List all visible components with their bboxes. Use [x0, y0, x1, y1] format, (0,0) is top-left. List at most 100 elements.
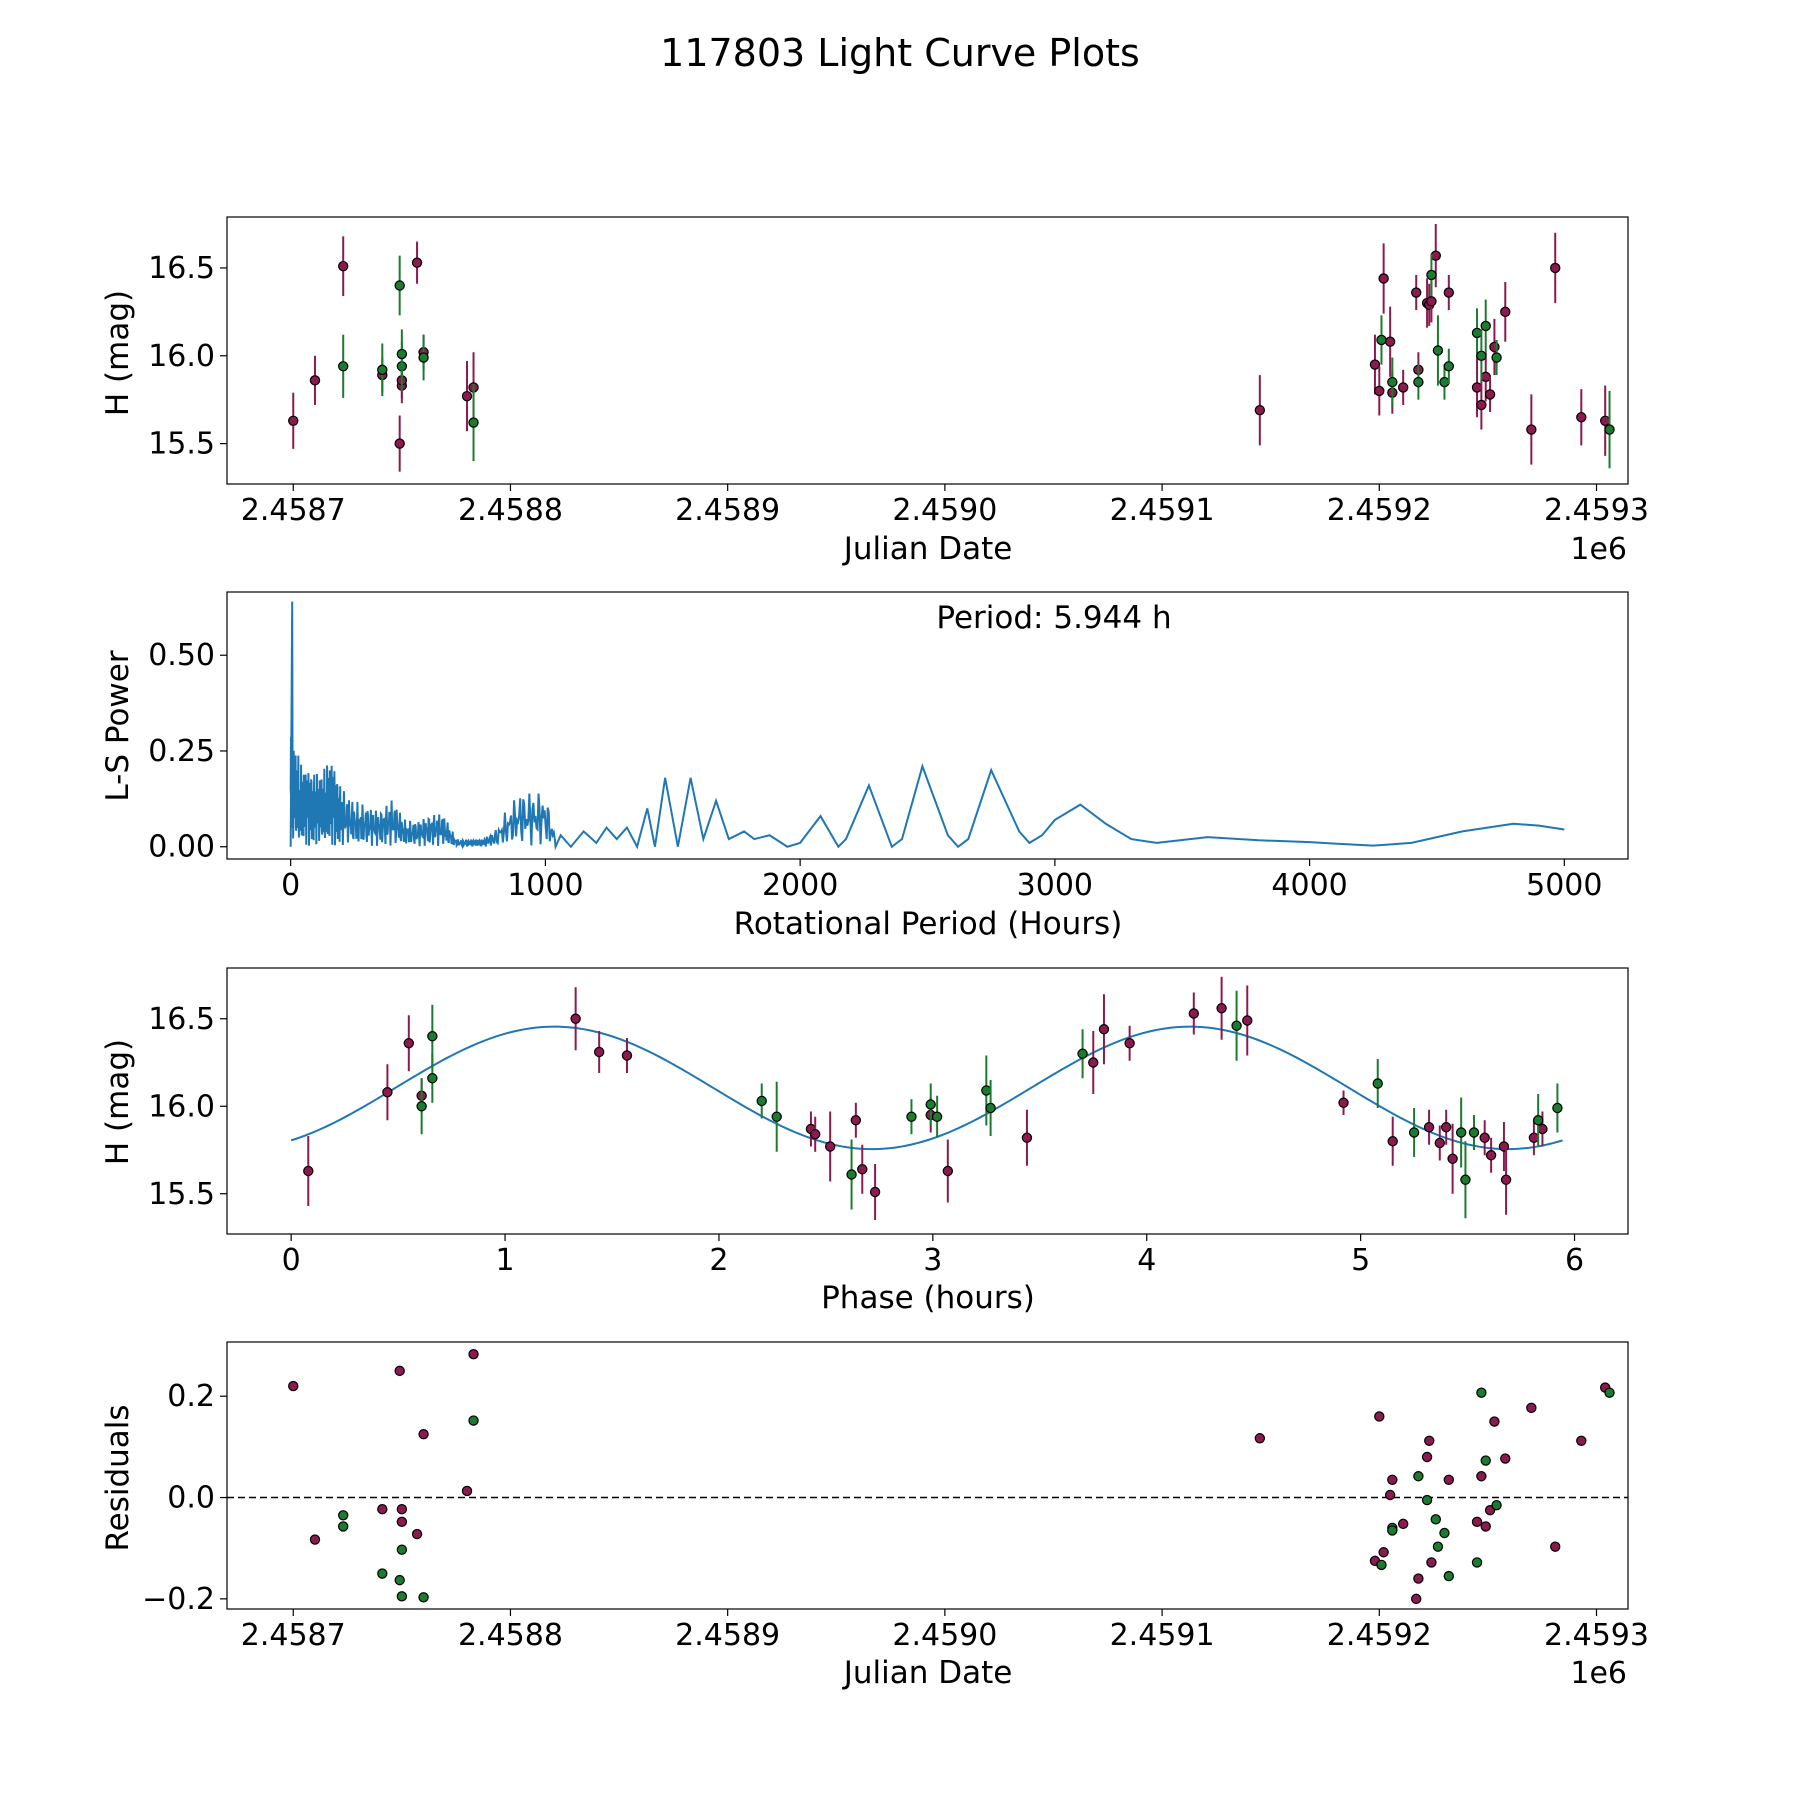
residuals-data-point: [1471, 1516, 1483, 1528]
lightcurve-data-point: [418, 352, 429, 363]
residuals-data-point: [1421, 1451, 1433, 1463]
residuals-data-point: [1489, 1416, 1500, 1427]
residuals-data-point: [1576, 1435, 1587, 1446]
residuals-data-point: [1476, 1387, 1487, 1398]
phasefold-data-point: [382, 1087, 393, 1098]
residuals-data-point: [396, 1591, 408, 1602]
lightcurve-xtick-label: 2.4587: [241, 493, 346, 528]
lightcurve-data-point: [309, 375, 321, 386]
phasefold-data-point: [1455, 1127, 1467, 1138]
phasefold-data-point: [427, 1031, 438, 1042]
lightcurve-data-point: [1376, 334, 1387, 346]
periodogram-xtick-label: 2000: [762, 868, 838, 903]
residuals-data-point: [1480, 1455, 1491, 1466]
phasefold-data-point: [570, 1013, 581, 1024]
residuals-data-point: [1397, 1518, 1409, 1530]
phasefold-ytick-label: 16.5: [148, 1002, 215, 1037]
phasefold-data-point: [403, 1038, 415, 1049]
phasefold-data-point: [1077, 1048, 1088, 1059]
residuals-data-point: [1491, 1499, 1502, 1511]
residuals-xtick-label: 2.4590: [892, 1618, 997, 1653]
periodogram-frame: [226, 591, 1629, 860]
lightcurve-data-point: [1411, 287, 1422, 298]
phasefold-xtick-label: 6: [1565, 1243, 1584, 1278]
phasefold-data: [290, 976, 1563, 1220]
residuals-ytick-label: 0.2: [167, 1379, 215, 1414]
lightcurve-data-point: [1426, 269, 1437, 281]
phasefold-data-point: [1460, 1174, 1471, 1185]
phasefold-xtick-label: 0: [282, 1243, 301, 1278]
lightcurve-data-point: [1384, 336, 1396, 347]
lightcurve-data-point: [461, 390, 473, 402]
lightcurve-xtick-label: 2.4589: [675, 493, 780, 528]
residuals-data-point: [1413, 1573, 1424, 1584]
residuals-data-point: [396, 1544, 408, 1555]
residuals-data-point: [1387, 1525, 1398, 1536]
residuals-xlabel: Julian Date: [842, 1655, 1013, 1691]
lightcurve-data-point: [338, 260, 349, 272]
lightcurve-ytick-label: 16.0: [148, 339, 215, 374]
residuals-frame: [226, 1341, 1629, 1610]
phasefold-data-point: [931, 1111, 943, 1122]
period-annotation: Period: 5.944 h: [936, 600, 1171, 636]
residuals-data-point: [1432, 1541, 1444, 1552]
residuals-data-point: [1384, 1489, 1396, 1501]
periodogram-ytick-label: 0.25: [148, 734, 215, 769]
lightcurve-data-point: [1526, 424, 1537, 435]
phasefold-ytick-label: 16.0: [148, 1089, 215, 1124]
phasefold-data-point: [985, 1102, 996, 1114]
lightcurve-data-point: [1489, 341, 1500, 353]
residuals-data-point: [288, 1380, 299, 1392]
periodogram-ytick-label: 0.00: [148, 830, 215, 865]
residuals-xtick-label: 2.4589: [675, 1618, 780, 1653]
figure-title: 117803 Light Curve Plots: [660, 31, 1140, 75]
lightcurve-data-point: [1413, 376, 1424, 388]
phasefold-data-point: [1552, 1102, 1563, 1114]
residuals-data-point: [1387, 1474, 1398, 1486]
residuals-data-point: [396, 1516, 408, 1528]
lightcurve-data: [288, 224, 1615, 472]
residuals-data-point: [468, 1348, 479, 1360]
residuals-ytick-label: 0.0: [167, 1481, 215, 1516]
phasefold-data-point: [1423, 1122, 1435, 1133]
residuals-data-point: [377, 1503, 388, 1515]
phase-fold-panel: Phase (hours) H (mag) 0 1 2 3 4 5 6 15.5 16.0 16.…: [100, 967, 1629, 1316]
periodogram-xtick-label: 0: [281, 868, 300, 903]
phasefold-data-point: [1485, 1150, 1497, 1161]
lightcurve-data-point: [1432, 345, 1444, 356]
lightcurve-data-point: [394, 280, 405, 291]
phasefold-ytick-label: 15.5: [148, 1177, 215, 1212]
light-curve-offset-label: 1e6: [1570, 532, 1627, 567]
phasefold-data-point: [846, 1169, 857, 1180]
residuals-data-point: [1424, 1435, 1435, 1446]
lightcurve-data-point: [1471, 327, 1483, 339]
residuals-data-point: [1376, 1559, 1387, 1571]
phasefold-xtick-label: 3: [923, 1243, 942, 1278]
residuals-data-point: [1411, 1593, 1422, 1605]
residuals-data-point: [1374, 1411, 1385, 1422]
light-curve-ylabel: H (mag): [100, 290, 136, 416]
periodogram-power-line: [289, 601, 1565, 851]
lightcurve-data-point: [1397, 382, 1409, 393]
periodogram-xtick-label: 4000: [1271, 868, 1347, 903]
residuals-offset-label: 1e6: [1570, 1656, 1627, 1691]
lightcurve-data-point: [1369, 359, 1381, 370]
lightcurve-data-point: [1387, 376, 1398, 388]
residuals-data-point: [394, 1574, 405, 1586]
lightcurve-xtick-label: 2.4588: [458, 493, 563, 528]
residuals-data-point: [1439, 1527, 1450, 1539]
lightcurve-xtick-label: 2.4592: [1327, 493, 1432, 528]
phasefold-data-point: [857, 1164, 868, 1175]
phasefold-frame: [226, 967, 1629, 1235]
lightcurve-data-point: [1443, 287, 1455, 298]
lightcurve-data-point: [1476, 399, 1487, 411]
phasefold-data-point: [1242, 1015, 1253, 1026]
phasefold-data-point: [850, 1115, 862, 1126]
residuals-xtick-label: 2.4592: [1327, 1618, 1432, 1653]
lightcurve-data-point: [411, 257, 423, 268]
phasefold-data-point: [1088, 1057, 1099, 1068]
residuals-data-point: [394, 1365, 405, 1377]
phasefold-data-point: [1124, 1038, 1135, 1049]
phase-fold-ylabel: H (mag): [100, 1039, 136, 1165]
residuals-data-point: [1413, 1471, 1424, 1482]
